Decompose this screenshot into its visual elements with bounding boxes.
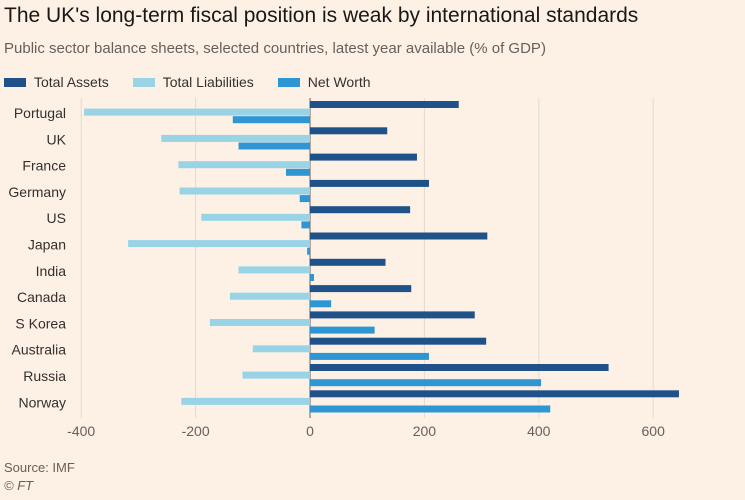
x-tick-label: 400: [527, 423, 551, 439]
bar-total-liabilities: [128, 240, 310, 248]
bar-net-worth: [310, 274, 315, 281]
bars-layer: [84, 101, 679, 413]
legend-swatch-net-worth: [277, 77, 300, 87]
category-label: India: [36, 263, 67, 279]
bar-total-assets: [310, 127, 388, 135]
bar-total-assets: [310, 206, 411, 214]
category-label: S Korea: [15, 315, 66, 331]
bar-total-assets: [310, 179, 429, 187]
bar-net-worth: [285, 168, 310, 176]
bar-total-liabilities: [181, 397, 310, 405]
legend-label-total-assets: Total Assets: [34, 74, 109, 90]
category-label: Russia: [23, 368, 66, 384]
legend-item-total-assets: Total Assets: [4, 74, 109, 90]
legend-item-total-liabilities: Total Liabilities: [132, 74, 254, 90]
ft-credit: © FT: [4, 478, 34, 493]
legend-swatch-total-liabilities: [132, 77, 155, 87]
legend-label-total-liabilities: Total Liabilities: [162, 74, 254, 90]
bar-total-assets: [310, 258, 386, 266]
bar-net-worth: [310, 379, 542, 387]
legend-swatch-total-assets: [4, 77, 26, 87]
bar-net-worth: [307, 247, 310, 255]
bar-net-worth: [299, 195, 310, 203]
bar-total-assets: [310, 364, 609, 371]
bar-total-assets: [310, 101, 459, 108]
bar-net-worth: [310, 352, 429, 360]
bar-net-worth: [301, 221, 310, 229]
category-label: UK: [47, 131, 67, 147]
bar-total-liabilities: [178, 161, 310, 169]
legend-label-net-worth: Net Worth: [307, 74, 371, 90]
category-label: Canada: [17, 289, 66, 305]
x-tick-label: -200: [182, 423, 210, 439]
category-label: Germany: [8, 184, 66, 200]
legend: Total Assets Total Liabilities Net Worth: [4, 72, 395, 92]
bar-total-liabilities: [201, 213, 310, 221]
bar-total-liabilities: [161, 134, 310, 142]
category-label: Norway: [19, 394, 66, 410]
bar-total-liabilities: [84, 108, 310, 116]
legend-item-net-worth: Net Worth: [277, 74, 371, 90]
bar-net-worth: [238, 142, 310, 150]
axis-layer: -400 -200 0 200 400 600 Portugal UK France German…: [8, 105, 665, 439]
bar-total-liabilities: [179, 187, 310, 195]
bar-total-liabilities: [209, 319, 310, 326]
source-note: Source: IMF: [4, 460, 75, 475]
x-tick-label: -400: [67, 423, 95, 439]
category-label: Australia: [12, 342, 67, 358]
bar-total-assets: [310, 232, 488, 240]
bar-total-liabilities: [229, 292, 310, 300]
x-tick-label: 200: [413, 423, 437, 439]
category-label: US: [47, 210, 66, 226]
bar-total-liabilities: [252, 345, 310, 353]
bar-net-worth: [310, 405, 551, 413]
bar-total-assets: [310, 390, 679, 398]
category-label: Portugal: [14, 105, 66, 121]
chart-title: The UK's long-term fiscal position is we…: [4, 4, 639, 27]
bar-total-liabilities: [242, 371, 310, 379]
bar-total-assets: [310, 153, 417, 161]
bar-total-liabilities: [238, 266, 310, 274]
category-label: France: [22, 158, 66, 174]
chart-subtitle: Public sector balance sheets, selected c…: [4, 40, 546, 57]
bar-total-assets: [310, 337, 487, 345]
bar-net-worth: [310, 326, 375, 334]
x-tick-label: 0: [306, 423, 314, 439]
bar-net-worth: [232, 116, 310, 124]
bar-net-worth: [310, 300, 332, 308]
x-tick-label: 600: [642, 423, 666, 439]
bar-total-assets: [310, 285, 412, 293]
category-label: Japan: [28, 237, 66, 253]
bar-total-assets: [310, 311, 475, 319]
